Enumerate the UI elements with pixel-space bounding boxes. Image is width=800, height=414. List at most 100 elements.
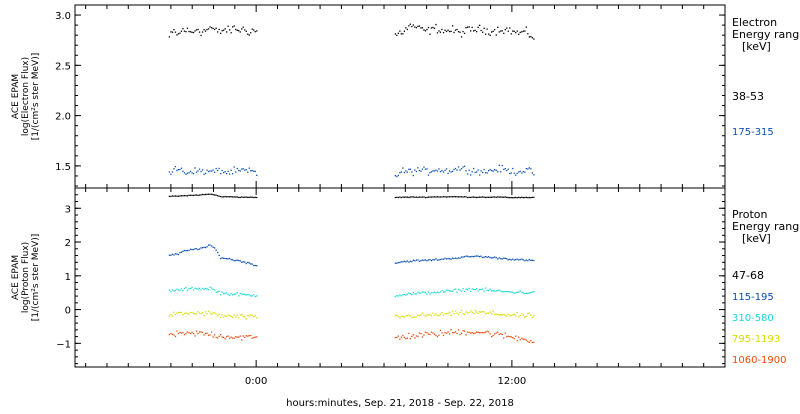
- data-point: [221, 336, 223, 338]
- data-point: [495, 332, 497, 334]
- data-point: [230, 32, 232, 34]
- data-point: [203, 173, 205, 175]
- data-point: [482, 196, 484, 198]
- data-point: [406, 293, 408, 295]
- data-point: [400, 196, 402, 199]
- data-point: [215, 167, 217, 170]
- data-point: [421, 312, 424, 314]
- data-point: [457, 166, 460, 168]
- data-point: [430, 292, 433, 294]
- data-point: [221, 291, 223, 293]
- data-point: [474, 255, 476, 257]
- data-point: [423, 259, 425, 261]
- data-point: [485, 331, 487, 333]
- data-point: [438, 30, 440, 32]
- data-point: [201, 247, 204, 249]
- data-point: [405, 315, 407, 317]
- data-point: [427, 314, 430, 316]
- data-point: [471, 288, 473, 290]
- data-point: [491, 313, 493, 315]
- data-point: [463, 196, 466, 198]
- proton-panel: −1 0 1 2 3 ACE EPAM log(Proton Flux) [1/(cm²s s…: [11, 187, 800, 368]
- data-point: [176, 312, 178, 314]
- data-point: [479, 311, 481, 313]
- data-point: [198, 194, 201, 196]
- data-point: [465, 196, 467, 198]
- data-point: [192, 333, 195, 335]
- data-point: [488, 33, 490, 35]
- data-point: [171, 289, 174, 291]
- data-point: [474, 310, 476, 312]
- data-point: [424, 315, 427, 317]
- data-point: [214, 171, 216, 173]
- data-point: [182, 170, 184, 172]
- data-point: [177, 33, 180, 35]
- data-point: [525, 315, 527, 317]
- data-point: [256, 317, 258, 319]
- data-point: [528, 312, 530, 314]
- data-point: [439, 31, 442, 33]
- data-point: [460, 332, 463, 334]
- data-point: [468, 26, 470, 28]
- data-point: [394, 314, 396, 317]
- data-point: [241, 339, 243, 341]
- data-point: [396, 262, 398, 264]
- data-point: [239, 31, 241, 33]
- data-point: [232, 294, 234, 296]
- data-point: [509, 258, 511, 260]
- data-point: [509, 314, 511, 317]
- data-point: [217, 315, 219, 317]
- data-point: [244, 29, 246, 31]
- data-point: [233, 25, 235, 27]
- data-point: [254, 264, 256, 267]
- data-point: [420, 292, 422, 294]
- data-point: [245, 294, 247, 296]
- data-point: [522, 197, 524, 199]
- data-point: [209, 312, 211, 314]
- data-point: [403, 336, 405, 338]
- data-point: [417, 25, 419, 27]
- data-point: [483, 332, 485, 334]
- data-point: [211, 27, 213, 29]
- data-point: [177, 332, 180, 335]
- data-point: [251, 196, 253, 198]
- data-point: [218, 195, 220, 197]
- data-point: [433, 291, 436, 293]
- data-point: [171, 253, 174, 255]
- data-point: [447, 289, 449, 291]
- data-point: [406, 337, 408, 339]
- data-point: [503, 257, 505, 259]
- data-point: [420, 260, 422, 262]
- data-point: [444, 291, 446, 293]
- data-point: [463, 32, 466, 34]
- data-point: [530, 36, 532, 38]
- data-point: [450, 314, 452, 316]
- data-point: [206, 313, 208, 315]
- data-point: [200, 170, 202, 173]
- data-point: [238, 336, 240, 338]
- data-point: [506, 169, 508, 172]
- data-point: [409, 293, 411, 295]
- data-point: [217, 195, 219, 197]
- data-point: [474, 171, 476, 174]
- data-point: [515, 174, 517, 176]
- data-point: [436, 336, 439, 338]
- data-point: [174, 195, 177, 197]
- data-point: [414, 196, 416, 198]
- data-point: [179, 195, 181, 197]
- data-point: [403, 316, 405, 318]
- data-point: [209, 334, 211, 336]
- data-point: [447, 29, 449, 31]
- data-point: [242, 335, 244, 337]
- data-point: [521, 337, 523, 339]
- data-point: [477, 196, 479, 198]
- data-point: [250, 295, 252, 297]
- data-point: [504, 332, 506, 334]
- data-point: [432, 170, 434, 172]
- data-point: [433, 259, 436, 261]
- data-point: [183, 312, 186, 315]
- data-point: [447, 258, 449, 260]
- data-point: [473, 332, 475, 335]
- data-point: [399, 261, 401, 264]
